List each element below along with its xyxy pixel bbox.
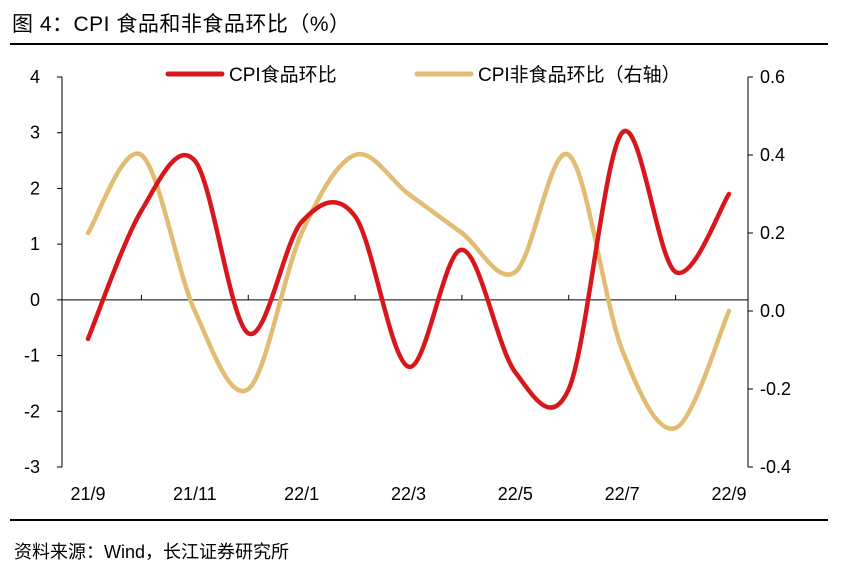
x-tick-label: 21/9 — [70, 484, 105, 504]
left-tick-label: 2 — [30, 178, 40, 198]
right-tick-label: 0.0 — [760, 301, 785, 321]
title-rule — [10, 43, 828, 45]
footer-rule — [10, 519, 828, 521]
x-tick-label: 22/3 — [391, 484, 426, 504]
left-tick-label: -2 — [24, 401, 40, 421]
series-line-nonfood — [85, 151, 732, 431]
x-tick-label: 22/5 — [498, 484, 533, 504]
chart-legend: CPI食品环比 CPI非食品环比（右轴） — [165, 64, 681, 86]
right-tick-label: -0.4 — [760, 457, 791, 477]
chart-axes: -3 -2 -1 0 1 2 3 4 -0.4 -0.2 0.0 0.2 0.4 0.6 21/9 21/11… — [24, 67, 791, 504]
right-tick-label: 0.4 — [760, 145, 785, 165]
right-tick-label: -0.2 — [760, 379, 791, 399]
x-tick-label: 22/9 — [711, 484, 746, 504]
left-tick-label: -3 — [24, 457, 40, 477]
left-tick-label: 0 — [30, 290, 40, 310]
right-tick-label: 0.2 — [760, 223, 785, 243]
left-tick-label: 1 — [30, 234, 40, 254]
right-tick-label: 0.6 — [760, 67, 785, 87]
x-tick-label: 22/1 — [284, 484, 319, 504]
left-tick-label: 4 — [30, 67, 40, 87]
x-tick-label: 22/7 — [605, 484, 640, 504]
source-note: 资料来源：Wind，长江证券研究所 — [14, 542, 290, 562]
legend-label-food: CPI食品环比 — [229, 64, 337, 86]
left-tick-label: 3 — [30, 123, 40, 143]
x-tick-label: 21/11 — [173, 484, 217, 504]
left-tick-label: -1 — [24, 346, 40, 366]
legend-label-nonfood: CPI非食品环比（右轴） — [478, 64, 681, 86]
chart-series — [85, 128, 732, 431]
series-line-food — [85, 128, 732, 410]
page-title: 图 4：CPI 食品和非食品环比（%） — [12, 13, 351, 36]
